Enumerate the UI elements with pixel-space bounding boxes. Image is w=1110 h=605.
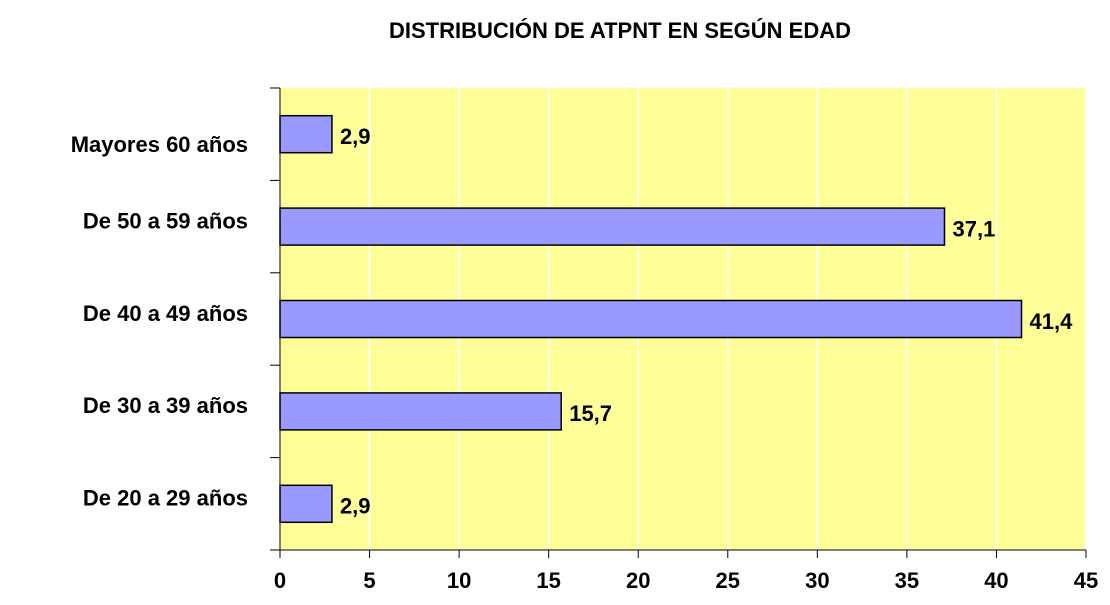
data-label: 41,4 <box>1030 309 1074 334</box>
data-label: 15,7 <box>569 401 612 426</box>
bar <box>279 299 1023 339</box>
y-tick-label: De 30 a 39 años <box>83 393 248 418</box>
x-tick-label: 10 <box>447 568 471 593</box>
x-tick-label: 45 <box>1074 568 1098 593</box>
data-label: 37,1 <box>953 216 996 241</box>
x-tick-label: 25 <box>716 568 740 593</box>
bar <box>279 484 333 524</box>
data-label: 2,9 <box>340 124 371 149</box>
y-tick-label: De 20 a 29 años <box>83 486 248 511</box>
x-tick-label: 15 <box>536 568 560 593</box>
y-tick-label: Mayores 60 años <box>71 132 248 157</box>
data-label: 2,9 <box>340 494 371 519</box>
chart-title: DISTRIBUCIÓN DE ATPNT EN SEGÚN EDAD <box>389 18 851 43</box>
bar <box>279 392 562 431</box>
x-tick-label: 5 <box>363 568 375 593</box>
x-tick-label: 20 <box>626 568 650 593</box>
bar <box>279 207 946 246</box>
x-tick-label: 40 <box>984 568 1008 593</box>
bar <box>279 114 333 154</box>
x-tick-label: 0 <box>274 568 286 593</box>
y-tick-label: De 50 a 59 años <box>83 208 248 233</box>
x-tick-label: 35 <box>895 568 919 593</box>
x-tick-label: 30 <box>805 568 829 593</box>
y-tick-label: De 40 a 49 años <box>83 301 248 326</box>
